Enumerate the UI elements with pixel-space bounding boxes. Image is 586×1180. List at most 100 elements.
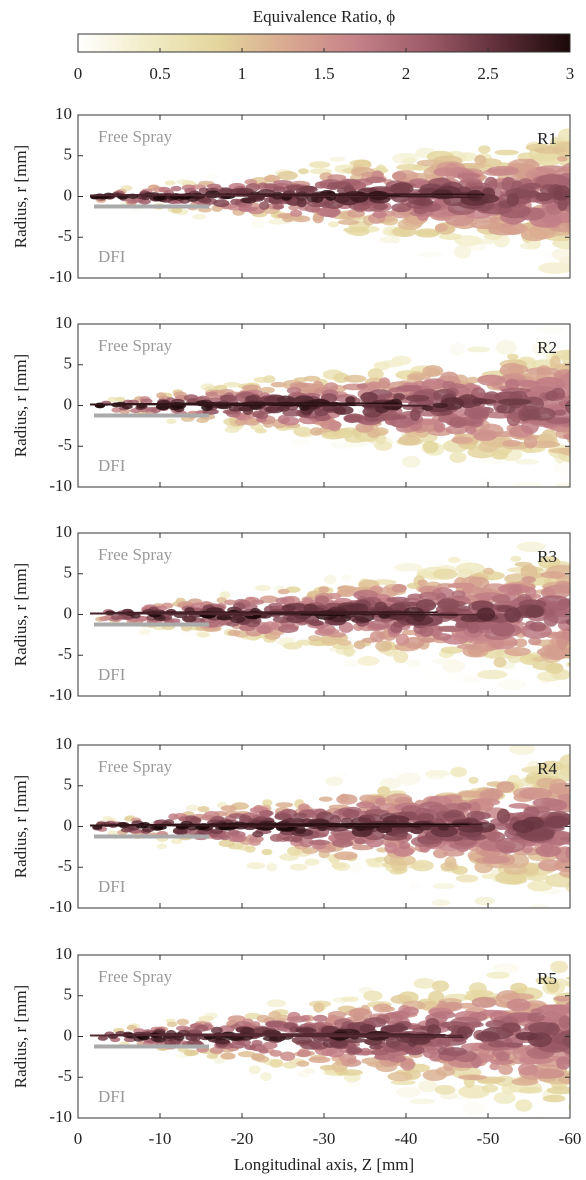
plume-blob	[515, 1099, 533, 1112]
plume-blob	[567, 662, 570, 666]
plume-blob	[418, 591, 441, 601]
plume-blob	[298, 803, 310, 811]
plume-blob	[422, 440, 439, 454]
colorbar-tick-label: 0.5	[149, 64, 170, 83]
core-streak	[89, 194, 269, 197]
colorbar-label: Equivalence Ratio, ϕ	[253, 7, 396, 26]
plume-blob	[114, 396, 126, 402]
plume-blob	[342, 1037, 368, 1043]
y-tick-label: 0	[64, 1025, 73, 1044]
y-tick-label: -10	[49, 1107, 72, 1126]
plume-blob	[488, 1040, 507, 1048]
plume-blob	[575, 1015, 586, 1029]
plume-blob	[578, 966, 586, 982]
plume-blob	[479, 791, 496, 801]
plume-blob	[442, 1047, 467, 1057]
y-tick-label: 5	[64, 563, 73, 582]
plume-blob	[546, 980, 560, 993]
plume-blob	[252, 830, 264, 838]
plume-blob	[466, 376, 480, 384]
plume-blob	[360, 391, 379, 403]
plume-blob	[418, 1080, 438, 1093]
plume-blob	[573, 585, 586, 601]
plume-blob	[439, 835, 464, 842]
plume-blob	[326, 1047, 345, 1058]
plume-blob	[569, 154, 570, 157]
plume-blob	[245, 395, 258, 402]
plume-blob	[251, 1053, 266, 1062]
plume-blob	[495, 837, 526, 853]
plume-blob	[573, 178, 586, 195]
plume-blob	[254, 428, 267, 434]
y-tick-label: -5	[58, 856, 72, 875]
y-tick-label: -10	[49, 267, 72, 286]
plume-blob	[126, 1024, 137, 1031]
colorbar-tick-label: 1.5	[313, 64, 334, 83]
plume-blob	[396, 772, 421, 786]
plume-blob	[343, 227, 368, 233]
plume-blob	[345, 396, 356, 405]
plume-blob	[504, 647, 531, 657]
plume-blob	[568, 452, 570, 456]
plume-blob	[402, 157, 417, 165]
plume-blob	[384, 842, 398, 854]
plume-blob	[337, 772, 349, 778]
plume-blob	[308, 839, 331, 846]
plume-blob	[257, 625, 272, 635]
plume-blob	[373, 1003, 392, 1013]
plume-blob	[440, 646, 463, 654]
plume-blob	[342, 808, 360, 819]
plume-blob	[438, 233, 463, 241]
plume-blob	[241, 384, 259, 391]
plume-blob	[502, 439, 521, 447]
plume-blob	[173, 828, 188, 835]
plume-blob	[303, 1068, 316, 1074]
plume-blob	[449, 416, 467, 429]
plume-blob	[277, 588, 290, 595]
plume-blob	[414, 228, 440, 238]
plume-blob	[573, 157, 586, 172]
plume-blob	[498, 1064, 513, 1075]
plume-blob	[338, 622, 354, 633]
plume-blob	[239, 206, 258, 212]
plume-blob	[432, 883, 456, 890]
plume-blob	[291, 438, 311, 446]
plume-blob	[444, 856, 457, 869]
plume-blob	[552, 461, 570, 474]
y-axis-label: Radius, r [mm]	[11, 145, 30, 248]
plume-blob	[503, 125, 533, 134]
y-tick-label: 10	[55, 734, 72, 753]
plume-blob	[219, 394, 238, 403]
plume-blob	[324, 238, 346, 245]
plume-blob	[515, 459, 540, 465]
plume-blob	[576, 1042, 586, 1050]
plume-blob	[572, 537, 586, 549]
plume-blob	[578, 188, 586, 193]
plume-blob	[574, 998, 586, 1005]
plume-blob	[269, 833, 284, 842]
contour-field	[89, 537, 586, 691]
plume-blob	[293, 215, 311, 223]
plume-blob	[454, 969, 477, 976]
plume-blob	[300, 225, 314, 236]
plume-blob	[281, 604, 296, 612]
plume-blob	[486, 971, 510, 979]
plume-blob	[454, 244, 472, 259]
plume-blob	[572, 1033, 586, 1043]
contour-field	[89, 745, 570, 908]
plume-blob	[473, 431, 497, 442]
plume-blob	[489, 1058, 514, 1065]
plume-blob	[556, 1056, 570, 1070]
plume-blob	[293, 426, 312, 437]
annotation: Free Spray	[98, 127, 173, 146]
y-tick-label: -5	[58, 1066, 72, 1085]
plume-blob	[455, 874, 479, 883]
plume-blob	[166, 418, 177, 424]
plume-blob	[228, 1041, 247, 1049]
plume-blob	[432, 402, 448, 409]
plume-blob	[349, 862, 363, 873]
plume-blob	[568, 575, 570, 584]
plume-blob	[395, 385, 423, 392]
plume-blob	[409, 408, 421, 421]
